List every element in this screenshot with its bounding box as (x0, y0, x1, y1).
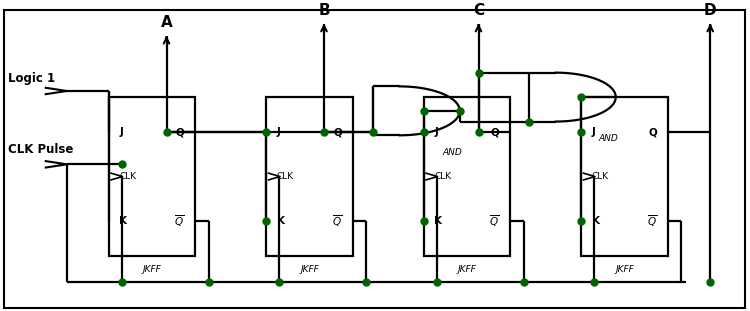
Bar (109, 97, 195, 256)
Text: D: D (704, 3, 716, 18)
Text: JKFF: JKFF (142, 265, 161, 274)
Text: J: J (434, 127, 438, 137)
Text: JKFF: JKFF (615, 265, 634, 274)
Text: Q: Q (334, 127, 342, 137)
Text: $\overline{Q}$: $\overline{Q}$ (175, 213, 184, 229)
Text: CLK: CLK (119, 172, 136, 181)
Text: A: A (160, 15, 172, 30)
Text: JKFF: JKFF (458, 265, 476, 274)
Text: CLK: CLK (592, 172, 609, 181)
Text: K: K (592, 216, 599, 226)
Text: JKFF: JKFF (300, 265, 319, 274)
Text: J: J (277, 127, 280, 137)
Text: J: J (119, 127, 123, 137)
Bar (266, 97, 352, 256)
Text: K: K (434, 216, 442, 226)
Text: Q: Q (176, 127, 184, 137)
Text: Q: Q (491, 127, 500, 137)
Text: AND: AND (598, 134, 618, 143)
Text: CLK: CLK (434, 172, 451, 181)
Text: Logic 1: Logic 1 (8, 72, 55, 85)
Text: B: B (318, 3, 330, 18)
Text: Q: Q (649, 127, 657, 137)
Text: AND: AND (442, 147, 462, 156)
Bar (424, 97, 510, 256)
Text: $\overline{Q}$: $\overline{Q}$ (332, 213, 342, 229)
Text: $\overline{Q}$: $\overline{Q}$ (490, 213, 500, 229)
Text: CLK Pulse: CLK Pulse (8, 142, 73, 156)
Text: K: K (119, 216, 127, 226)
Text: CLK: CLK (277, 172, 294, 181)
Text: $\overline{Q}$: $\overline{Q}$ (647, 213, 657, 229)
Text: J: J (592, 127, 596, 137)
Text: C: C (473, 3, 484, 18)
Text: K: K (277, 216, 284, 226)
Bar (581, 97, 668, 256)
